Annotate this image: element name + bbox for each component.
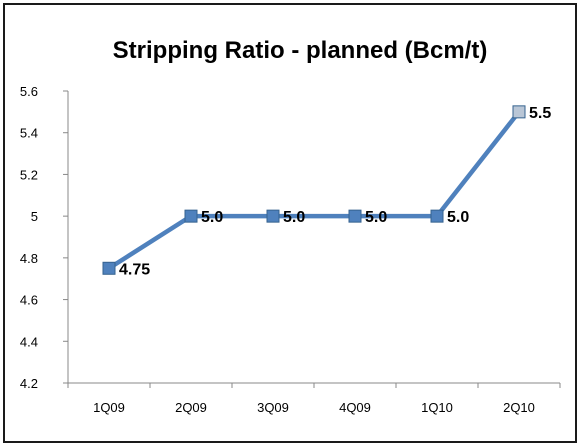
data-label: 4.75 — [119, 261, 150, 278]
chart-title: Stripping Ratio - planned (Bcm/t) — [113, 37, 488, 64]
x-tick-label: 4Q09 — [339, 400, 371, 415]
x-tick-label: 1Q09 — [93, 400, 125, 415]
y-tick-label: 4.8 — [20, 251, 38, 266]
y-tick-label: 4.4 — [20, 334, 38, 349]
y-tick-label: 5.6 — [20, 84, 38, 99]
x-tick-label: 2Q09 — [175, 400, 207, 415]
data-point-marker — [184, 209, 198, 223]
data-point-marker — [266, 209, 280, 223]
y-tick-label: 5.4 — [20, 126, 38, 141]
data-point-marker — [348, 209, 362, 223]
data-labels: 4.75 5.0 5.0 5.0 5.0 5.5 — [119, 105, 551, 278]
data-point-marker — [430, 209, 444, 223]
series-line — [106, 109, 522, 271]
x-tick-label: 2Q10 — [503, 400, 535, 415]
chart-axes: 4.2 4.4 4.6 4.8 5 5.2 5.4 5.6 1Q09 2Q09 3Q09 4Q09 1Q… — [20, 84, 561, 415]
x-tick-label: 3Q09 — [257, 400, 289, 415]
chart-svg: Stripping Ratio - planned (Bcm/t) 4.2 4.4… — [20, 37, 561, 415]
y-tick-label: 5.2 — [20, 167, 38, 182]
data-label: 5.0 — [201, 209, 223, 226]
data-point-marker — [102, 261, 116, 275]
y-tick-label: 5 — [31, 209, 38, 224]
data-point-marker — [512, 105, 526, 119]
y-tick-label: 4.2 — [20, 376, 38, 391]
x-tick-label: 1Q10 — [421, 400, 453, 415]
series-layer — [102, 105, 526, 275]
y-tick-label: 4.6 — [20, 293, 38, 308]
chart-frame: Stripping Ratio - planned (Bcm/t) 4.2 4.4… — [3, 3, 577, 443]
data-label: 5.0 — [447, 209, 469, 226]
data-label: 5.0 — [365, 209, 387, 226]
data-label: 5.5 — [529, 105, 551, 122]
data-label: 5.0 — [283, 209, 305, 226]
